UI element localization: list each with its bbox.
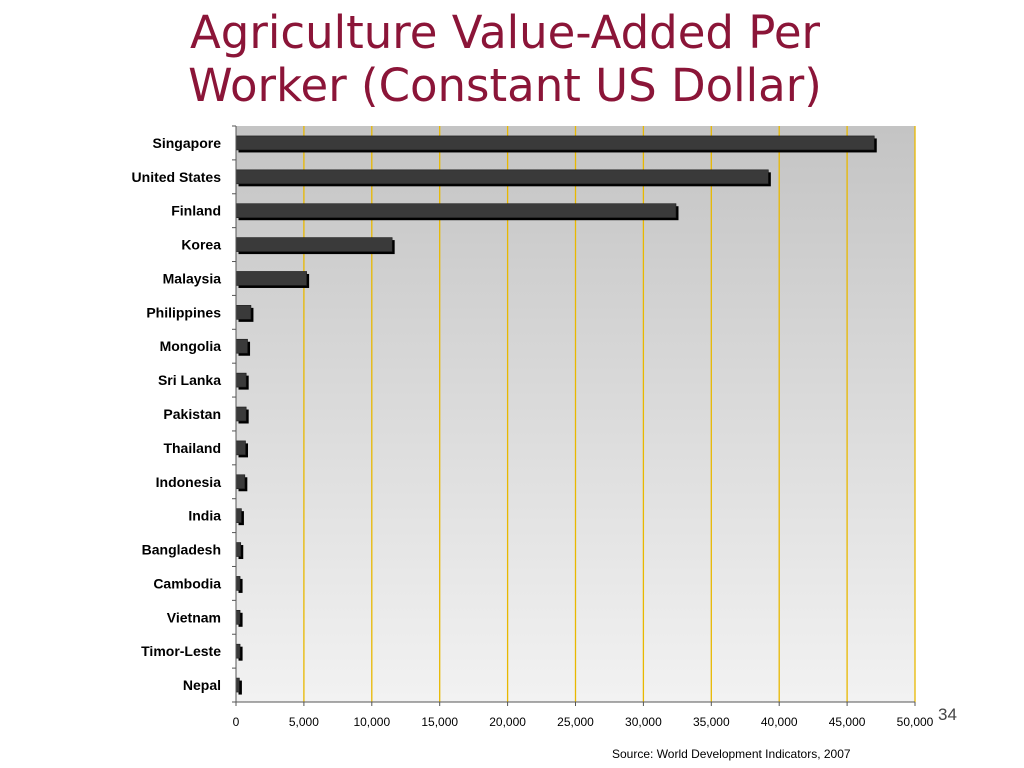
bar [235, 677, 240, 693]
category-label: Nepal [183, 677, 221, 693]
category-label: Finland [171, 203, 221, 219]
bar [235, 643, 241, 659]
category-label: Philippines [146, 304, 221, 320]
category-label: Thailand [163, 440, 221, 456]
bar [235, 576, 241, 591]
gridlines [303, 126, 916, 702]
bar-shadow [238, 612, 243, 627]
bar-shadow [238, 646, 243, 661]
x-tick-label: 15,000 [421, 715, 458, 729]
bar [235, 372, 247, 388]
x-tick-label: 20,000 [489, 715, 526, 729]
category-label: Pakistan [163, 406, 221, 422]
bar [235, 474, 246, 490]
x-tick-label: 35,000 [693, 715, 730, 729]
bar [235, 609, 241, 625]
category-label: United States [132, 169, 222, 185]
category-label: Indonesia [156, 474, 222, 490]
category-label: India [188, 508, 221, 524]
bar [235, 237, 393, 252]
category-label: Singapore [153, 135, 222, 151]
category-label: Korea [181, 237, 221, 253]
bar [235, 508, 242, 523]
category-label: Cambodia [153, 575, 221, 591]
bars [235, 135, 877, 695]
bar [235, 203, 677, 219]
bar [235, 169, 769, 185]
x-tick-label: 25,000 [557, 715, 594, 729]
slide-number: 34 [938, 705, 957, 724]
category-label: Bangladesh [142, 542, 221, 558]
bar [235, 271, 307, 286]
category-label: Sri Lanka [158, 372, 221, 388]
x-tick-label: 5,000 [289, 715, 319, 729]
x-tick-label: 0 [233, 715, 240, 729]
category-labels: Singapore United States Finland Korea Malays… [132, 135, 222, 693]
category-label: Vietnam [167, 609, 221, 625]
category-label: Timor-Leste [141, 643, 221, 659]
bar-shadow [238, 578, 243, 593]
bar-shadow [238, 680, 242, 695]
x-tick-labels: 0 5,000 10,000 15,000 20,000 25,000 30,000 35,0… [233, 715, 934, 729]
x-tick-label: 10,000 [353, 715, 390, 729]
slide-title: Agriculture Value-Added Per Worker (Cons… [0, 6, 1010, 112]
category-label: Malaysia [163, 270, 222, 286]
bar [235, 440, 246, 456]
bar [235, 542, 242, 557]
x-tick-label: 30,000 [625, 715, 662, 729]
bar [235, 338, 248, 354]
bar [235, 305, 252, 320]
axes [232, 125, 916, 706]
bar [235, 406, 247, 422]
source-note: Source: World Development Indicators, 20… [612, 747, 851, 761]
x-tick-label: 40,000 [761, 715, 798, 729]
x-tick-label: 50,000 [897, 715, 934, 729]
slide-title-line-2: Worker (Constant US Dollar) [188, 59, 822, 112]
slide-title-line-1: Agriculture Value-Added Per [190, 6, 820, 59]
x-tick-label: 45,000 [829, 715, 866, 729]
bar [235, 135, 875, 151]
category-label: Mongolia [160, 338, 222, 354]
